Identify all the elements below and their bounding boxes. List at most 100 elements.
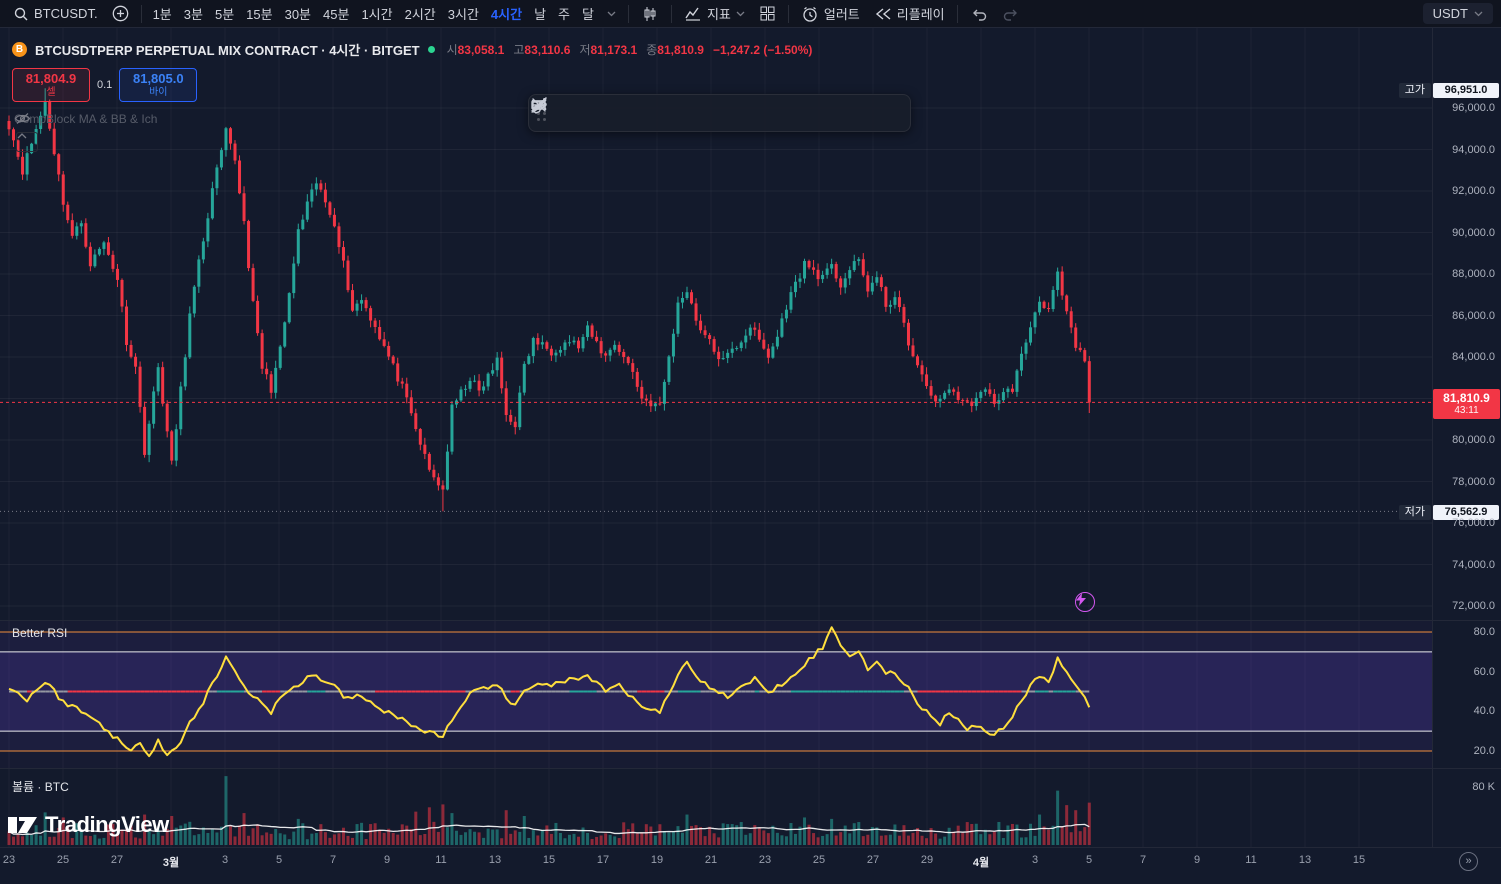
- redo-button[interactable]: [995, 2, 1027, 26]
- interval-button-날[interactable]: 날: [534, 7, 547, 22]
- buy-button[interactable]: 81,805.0 바이: [119, 68, 198, 102]
- tradingview-logo[interactable]: TradingView: [8, 812, 169, 838]
- bar-countdown: 43:11: [1454, 405, 1479, 416]
- interval-menu-button[interactable]: [600, 2, 623, 26]
- price-axis-separator: [1432, 28, 1433, 847]
- alert-button[interactable]: 얼러트: [794, 2, 867, 26]
- sell-price: 81,804.9: [25, 70, 77, 86]
- open-label: 시: [446, 43, 458, 57]
- candlestick-chart: [0, 28, 1432, 620]
- low-value: 81,173.1: [590, 43, 638, 57]
- interval-button-1분[interactable]: 1분: [152, 7, 172, 22]
- layout-button[interactable]: [752, 2, 783, 26]
- chart-style-button[interactable]: [634, 2, 666, 26]
- interval-button-15분[interactable]: 15분: [246, 7, 273, 22]
- time-label: 7: [329, 854, 337, 866]
- price-axis-label: 78,000.0: [1452, 475, 1495, 488]
- ohlc-values: 시83,058.1 고83,110.6 저81,173.1 종81,810.9 …: [447, 41, 813, 58]
- time-axis[interactable]: » 23 25 27 3월 3 5 7 9 11 13 15 17 19 21 23 25 27 29 4월 3 5 7 9…: [0, 847, 1501, 884]
- tradingview-mark-icon: [8, 817, 37, 833]
- interval-button-5분[interactable]: 5분: [214, 7, 235, 22]
- time-label: 3월: [162, 857, 180, 869]
- interval-button-3분[interactable]: 3분: [183, 7, 203, 22]
- interval-buttons: 1분 3분 5분 15분 30분 45분 1시간 2시간 3시간 4시간 날 주 달: [147, 2, 600, 26]
- time-label: 13: [488, 854, 502, 866]
- low-label: 저: [579, 43, 591, 57]
- line-tools-icon[interactable]: [532, 99, 587, 127]
- plus-button[interactable]: [105, 2, 136, 26]
- interval-button-30분[interactable]: 30분: [284, 7, 312, 22]
- extended-line-tool-icon[interactable]: [531, 97, 902, 127]
- interval-button-45분[interactable]: 45분: [323, 7, 350, 22]
- undo-icon: [970, 7, 988, 21]
- replay-button[interactable]: 리플레이: [867, 2, 952, 26]
- symbol-legend[interactable]: B BTCUSDTPERP PERPETUAL MIX CONTRACT · 4…: [12, 40, 812, 59]
- pane-separator[interactable]: [0, 620, 1501, 621]
- close-value: 81,810.9: [657, 43, 704, 57]
- interval-button-3시간[interactable]: 3시간: [447, 7, 479, 22]
- price-pane[interactable]: B BTCUSDTPERP PERPETUAL MIX CONTRACT · 4…: [0, 28, 1432, 620]
- ray-line-icon[interactable]: [532, 97, 692, 127]
- toolbar-separator: [956, 4, 958, 23]
- price-label-tool-icon[interactable]: [531, 99, 762, 127]
- toolbar-separator: [670, 4, 672, 23]
- time-label: 13: [1298, 854, 1312, 866]
- time-label: 3: [221, 854, 229, 866]
- cross-lines-tool-icon[interactable]: [532, 98, 797, 127]
- undo-button[interactable]: [963, 2, 995, 26]
- lightning-badge[interactable]: [1075, 592, 1095, 612]
- time-label: 5: [1085, 854, 1093, 866]
- time-label: 9: [383, 854, 391, 866]
- btc-coin-icon: B: [12, 42, 27, 57]
- last-price-chip: 81,810.9 43:11: [1433, 389, 1500, 419]
- toolbar-separator: [787, 4, 789, 23]
- price-axis-label: 80,000.0: [1452, 434, 1495, 446]
- time-label: 23: [758, 854, 772, 866]
- indicator-legend[interactable]: CompBlock MA & BB & Ich: [14, 112, 165, 126]
- parallel-channel-icon[interactable]: [531, 98, 622, 127]
- rsi-axis-label: 60.0: [1473, 665, 1495, 678]
- layout-grid-icon: [759, 5, 776, 22]
- indicators-label: 지표: [706, 7, 731, 22]
- symbol-search-button[interactable]: BTCUSDT.: [6, 2, 105, 26]
- rsi-axis-label: 80.0: [1473, 626, 1495, 638]
- indicator-name: CompBlock MA & BB & Ich: [14, 112, 158, 126]
- toolbar-separator: [140, 4, 142, 23]
- time-label: 11: [435, 854, 447, 866]
- volume-pane[interactable]: 볼륨 · BTC: [0, 768, 1432, 847]
- time-label: 27: [110, 854, 124, 866]
- go-to-realtime-button[interactable]: »: [1459, 852, 1478, 871]
- interval-button-2시간[interactable]: 2시간: [404, 7, 436, 22]
- interval-button-달[interactable]: 달: [582, 7, 594, 22]
- pane-separator[interactable]: [0, 768, 1501, 769]
- sell-button[interactable]: 81,804.9 셀: [12, 68, 90, 102]
- interval-button-4시간[interactable]: 4시간: [490, 7, 523, 22]
- drawing-toolbar: [528, 94, 911, 132]
- price-axis[interactable]: 96,951.0 76,562.9 58.45K 25.29K 96,000.0…: [1433, 28, 1501, 847]
- rsi-pane[interactable]: Better RSI: [0, 620, 1432, 768]
- top-toolbar: BTCUSDT. 1분 3분 5분 15분 30분 45분 1시간 2시간 3시간 4시간 날 주 달: [0, 0, 1501, 28]
- rsi-pane-title[interactable]: Better RSI: [12, 626, 68, 640]
- time-label: 7: [1139, 854, 1147, 866]
- close-label: 종: [646, 43, 658, 57]
- collapse-legend-button[interactable]: [16, 132, 38, 152]
- brush-tool-icon[interactable]: [530, 99, 867, 127]
- price-axis-label: 84,000.0: [1452, 351, 1495, 363]
- price-axis-label: 90,000.0: [1452, 226, 1495, 239]
- info-line-tool-icon[interactable]: [533, 99, 832, 127]
- buy-price: 81,805.0: [132, 70, 184, 86]
- interval-button-1시간[interactable]: 1시간: [361, 7, 393, 22]
- time-label: 11: [1245, 854, 1257, 866]
- chevron-down-icon: [736, 11, 745, 17]
- volume-pane-title[interactable]: 볼륨 · BTC: [12, 780, 69, 794]
- interval-button-주[interactable]: 주: [558, 7, 570, 22]
- indicators-button[interactable]: 지표: [677, 2, 752, 26]
- search-icon: [13, 6, 29, 22]
- pane-separator: [0, 847, 1501, 848]
- currency-dropdown[interactable]: USDT: [1422, 3, 1493, 24]
- alarm-clock-icon: [801, 5, 819, 23]
- low-tag: 저가: [1398, 505, 1431, 520]
- trend-line-icon[interactable]: [532, 98, 657, 127]
- time-label: 9: [1193, 854, 1201, 866]
- rectangle-tool-icon[interactable]: [531, 99, 727, 127]
